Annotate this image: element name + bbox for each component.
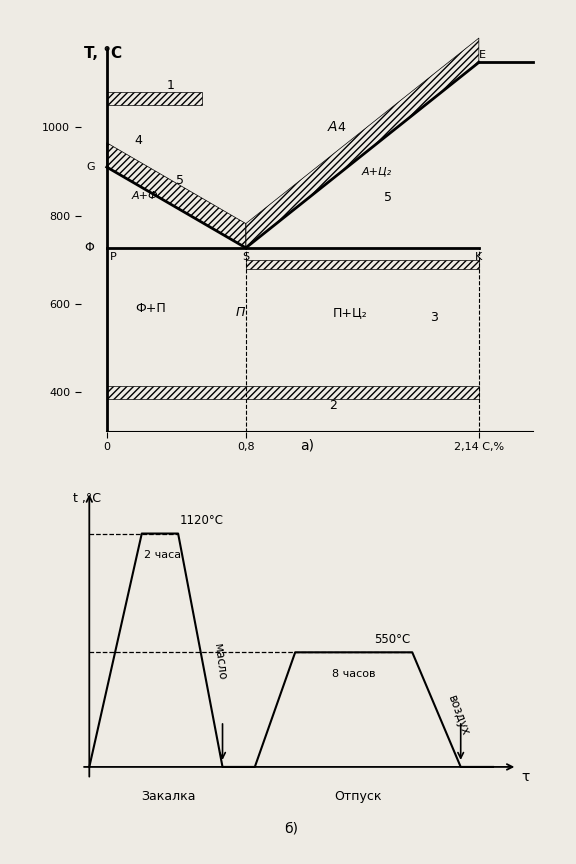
Text: а): а) <box>300 439 314 453</box>
Text: 5: 5 <box>384 192 392 205</box>
Text: 4: 4 <box>134 134 142 147</box>
Text: П+Ц₂: П+Ц₂ <box>333 306 367 320</box>
Text: 3: 3 <box>430 311 438 324</box>
Text: А: А <box>328 120 338 134</box>
Text: Φ: Φ <box>85 241 94 254</box>
Text: 2: 2 <box>329 399 337 412</box>
Text: А+Ф: А+Ф <box>132 191 158 200</box>
Text: K: K <box>475 251 483 262</box>
Text: E: E <box>479 50 486 60</box>
Text: Ф+П: Ф+П <box>135 302 165 314</box>
Text: 5: 5 <box>176 174 184 187</box>
Text: T, °C: T, °C <box>84 46 122 60</box>
Text: Закалка: Закалка <box>141 790 195 803</box>
Text: S: S <box>242 251 249 262</box>
Text: t ,°C: t ,°C <box>73 492 101 505</box>
Text: масло: масло <box>210 643 228 681</box>
Text: Отпуск: Отпуск <box>334 790 381 803</box>
Text: 4: 4 <box>338 121 346 134</box>
Text: 550°C: 550°C <box>374 633 410 646</box>
Text: 1: 1 <box>167 79 175 92</box>
Text: б): б) <box>284 821 298 835</box>
Text: G: G <box>86 162 94 172</box>
Text: P: P <box>110 251 117 262</box>
Text: П: П <box>236 306 245 320</box>
Text: А+Ц₂: А+Ц₂ <box>361 167 391 176</box>
Text: воздух: воздух <box>445 693 471 738</box>
Text: 1120°C: 1120°C <box>180 514 224 527</box>
Text: 8 часов: 8 часов <box>332 669 376 679</box>
Text: τ: τ <box>521 771 529 785</box>
Text: 2 часа: 2 часа <box>144 550 181 560</box>
